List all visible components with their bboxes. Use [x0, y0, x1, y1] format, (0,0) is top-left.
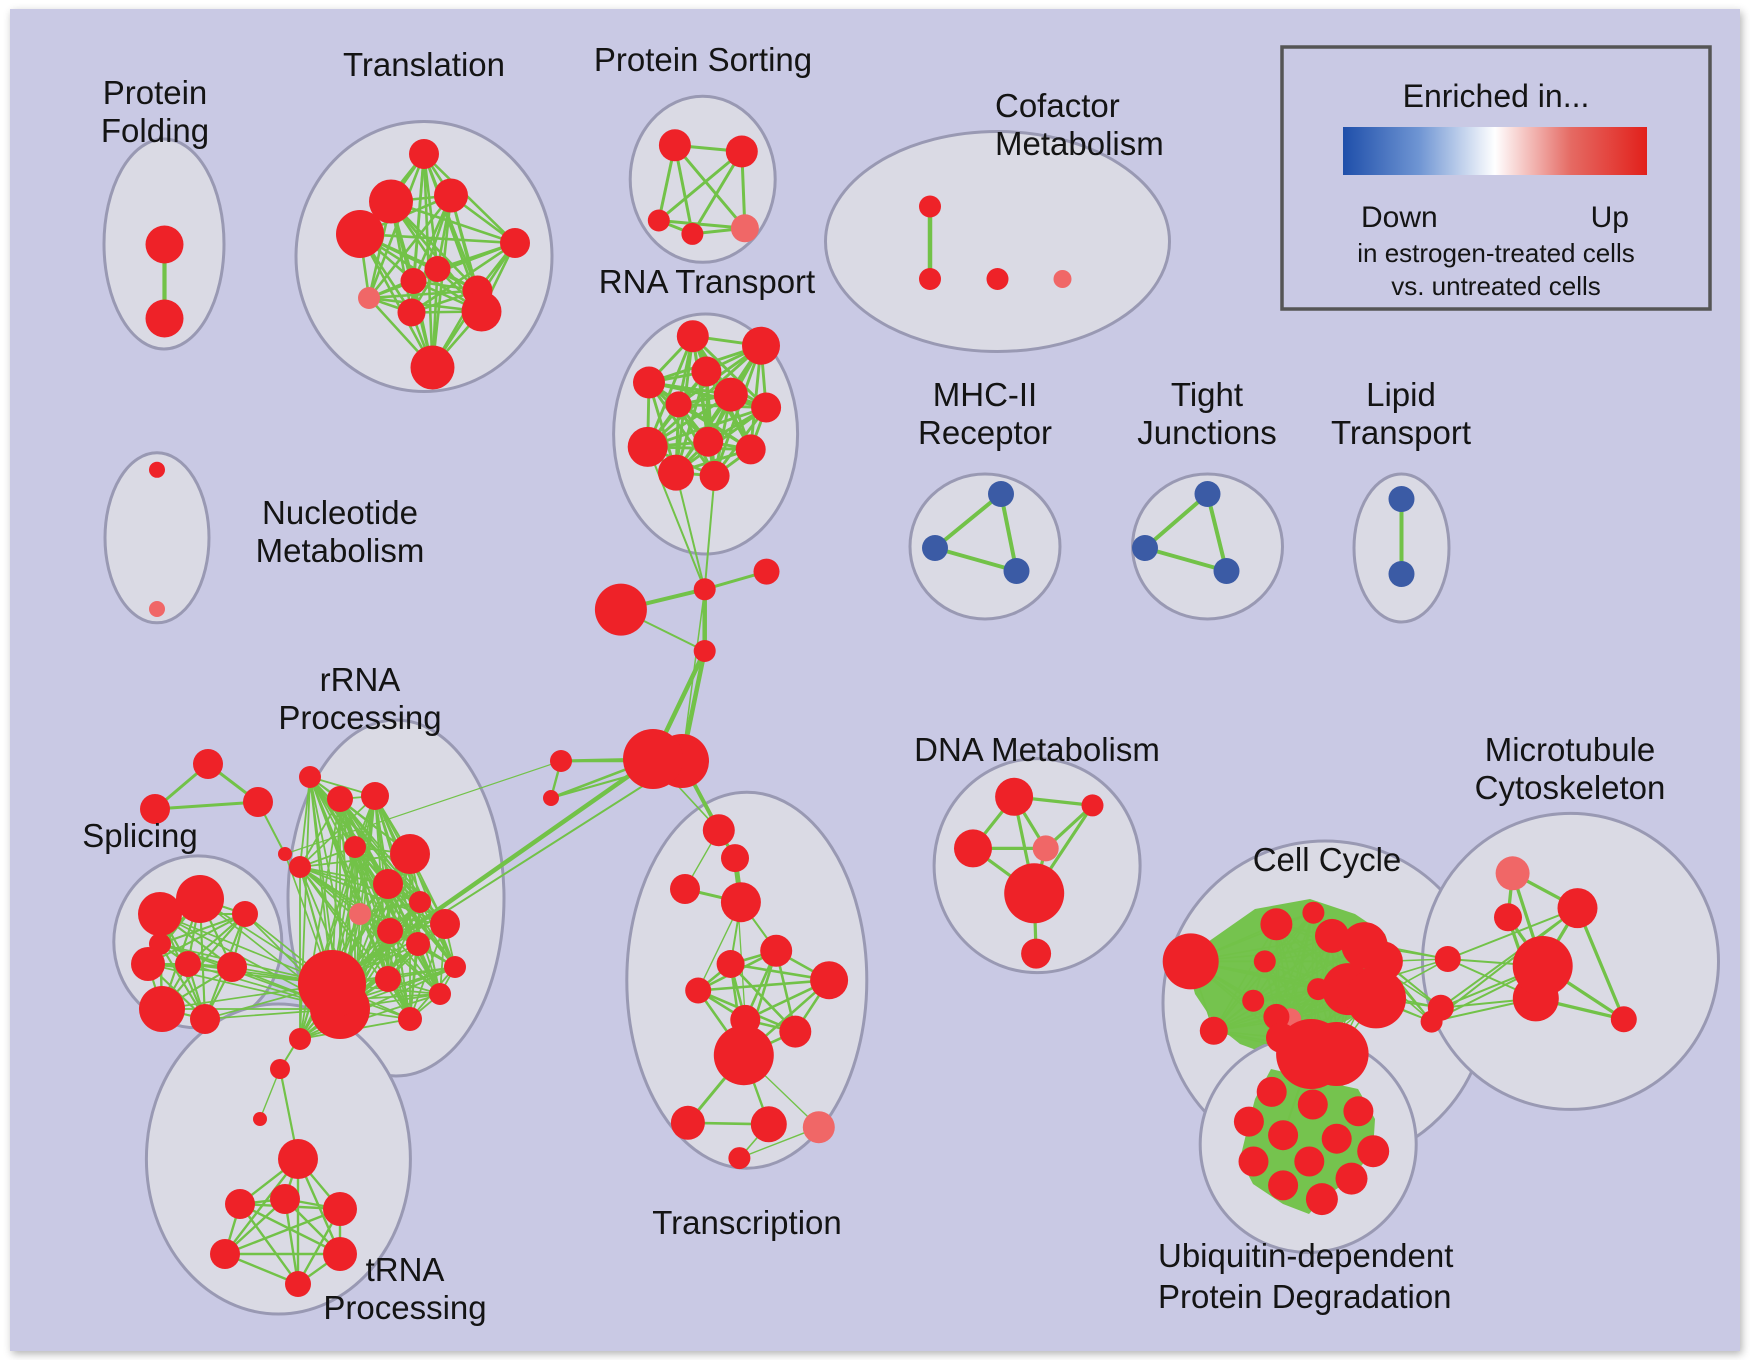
svg-text:in estrogen-treated cells: in estrogen-treated cells	[1357, 238, 1634, 268]
svg-text:Tight: Tight	[1171, 376, 1243, 413]
svg-text:Transcription: Transcription	[652, 1204, 842, 1241]
svg-text:MHC-II: MHC-II	[933, 376, 1037, 413]
svg-text:DNA Metabolism: DNA Metabolism	[914, 731, 1160, 768]
svg-text:Cytoskeleton: Cytoskeleton	[1475, 769, 1666, 806]
svg-text:rRNA: rRNA	[320, 661, 401, 698]
svg-text:Splicing: Splicing	[82, 817, 198, 854]
svg-text:Metabolism: Metabolism	[995, 125, 1164, 162]
svg-text:Cell Cycle: Cell Cycle	[1253, 841, 1402, 878]
svg-text:Microtubule: Microtubule	[1485, 731, 1656, 768]
svg-text:Folding: Folding	[101, 112, 209, 149]
svg-text:Processing: Processing	[323, 1289, 486, 1326]
svg-text:Protein Sorting: Protein Sorting	[594, 41, 812, 78]
svg-text:Nucleotide: Nucleotide	[262, 494, 418, 531]
svg-text:Protein Degradation: Protein Degradation	[1158, 1278, 1452, 1315]
svg-text:Lipid: Lipid	[1366, 376, 1436, 413]
svg-text:RNA Transport: RNA Transport	[599, 263, 815, 300]
svg-text:vs. untreated cells: vs. untreated cells	[1391, 271, 1601, 301]
svg-text:Cofactor: Cofactor	[995, 87, 1120, 124]
svg-text:Ubiquitin-dependent: Ubiquitin-dependent	[1158, 1237, 1453, 1274]
svg-text:Enriched in...: Enriched in...	[1403, 78, 1590, 114]
svg-text:Processing: Processing	[278, 699, 441, 736]
svg-text:Receptor: Receptor	[918, 414, 1052, 451]
svg-text:Metabolism: Metabolism	[256, 532, 425, 569]
svg-text:Transport: Transport	[1331, 414, 1471, 451]
svg-text:Translation: Translation	[343, 46, 505, 83]
svg-text:Up: Up	[1591, 201, 1629, 234]
svg-text:Down: Down	[1361, 201, 1438, 234]
svg-text:tRNA: tRNA	[366, 1251, 445, 1288]
svg-text:Junctions: Junctions	[1137, 414, 1276, 451]
svg-text:Protein: Protein	[103, 74, 208, 111]
